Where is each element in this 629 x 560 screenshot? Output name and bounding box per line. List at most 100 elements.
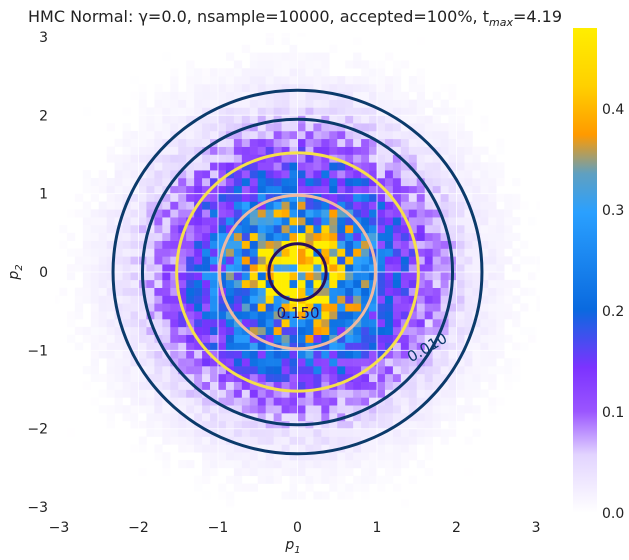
contour-line [140,117,455,427]
histogram-cell [138,334,147,343]
histogram-cell [297,272,306,281]
histogram-cell [472,170,481,179]
histogram-cell [138,467,147,477]
histogram-cell [186,107,195,116]
histogram-cell [464,256,473,265]
histogram-cell [361,467,370,477]
histogram-cell [273,475,282,484]
histogram-cell [90,287,100,296]
histogram-cell [202,68,211,77]
histogram-cell [217,405,227,414]
histogram-cell [233,358,243,367]
histogram-cell [496,326,505,335]
histogram-cell [313,460,322,469]
histogram-cell [464,146,473,155]
histogram-cell [210,319,219,328]
histogram-cell [384,193,394,202]
histogram-cell [369,99,378,108]
histogram-cell [321,201,330,210]
histogram-cell [210,389,219,398]
histogram-cell [106,366,115,375]
histogram-cell [432,224,441,234]
histogram-cell [480,201,489,210]
histogram-cell [329,170,338,179]
histogram-cell [130,177,139,187]
histogram-cell [162,201,171,210]
histogram-cell [114,358,123,367]
histogram-cell [281,366,290,375]
histogram-cell [424,311,433,320]
histogram-cell [74,209,84,218]
histogram-cell [345,264,354,273]
colorbar-tick-label: 0.3 [602,203,624,219]
histogram-cell [146,287,155,296]
histogram-cell [194,358,203,367]
histogram-cell [392,342,402,351]
histogram-cell [130,256,139,265]
histogram-cell [225,248,235,257]
histogram-cell [122,146,131,155]
histogram-cell [146,130,155,140]
histogram-cell [170,138,179,147]
histogram-cell [273,68,282,77]
histogram-cell [225,287,235,296]
histogram-cell [345,256,354,265]
histogram-cell [384,83,394,93]
histogram-cell [297,334,306,343]
histogram-cell [265,177,274,187]
histogram-cell [488,162,497,171]
histogram-cell [249,232,259,241]
histogram-cell [19,84,27,92]
histogram-cell [456,115,465,124]
histogram-cell [146,256,155,265]
histogram-cell [162,272,171,281]
histogram-cell [329,224,338,234]
histogram-cell [369,397,378,406]
histogram-cell [512,279,521,288]
histogram-cell [130,358,139,367]
histogram-cell [369,272,378,281]
histogram-cell [424,224,433,234]
histogram-cell [472,232,481,241]
histogram-cell [273,177,282,187]
histogram-cell [289,326,298,335]
histogram-cell [504,311,513,320]
histogram-cell [210,162,219,171]
histogram-cell [58,287,68,296]
histogram-cell [512,366,521,375]
histogram-cell [217,201,227,210]
histogram-cell [329,326,338,335]
histogram-cell [130,201,139,210]
histogram-cell [130,444,139,453]
histogram-cell [154,217,163,226]
histogram-cell [154,99,163,108]
histogram-cell [202,444,211,453]
histogram-cell [321,287,330,296]
histogram-cell [217,483,227,492]
histogram-cell [448,334,457,343]
histogram-cell [257,201,266,210]
histogram-cell [496,295,505,304]
histogram-cell [273,83,282,93]
histogram-cell [257,170,266,179]
histogram-cell [329,342,338,351]
histogram-cell [337,123,346,132]
histogram-cell [194,185,203,194]
histogram-cell [305,68,314,77]
histogram-cell [194,91,203,100]
histogram-cell [377,154,386,163]
histogram-cell [162,99,171,108]
histogram-cell [249,428,259,437]
histogram-cell [249,52,259,61]
histogram-cell [329,138,338,147]
histogram-cell [178,193,187,202]
histogram-cell [369,162,378,171]
histogram-cell [456,209,465,218]
histogram-cell [480,209,489,218]
histogram-cell [225,334,235,343]
histogram-cell [122,130,131,140]
histogram-cell [289,279,298,288]
histogram-cell [217,272,227,281]
histogram-cell [106,240,115,249]
histogram-cell [369,428,378,437]
